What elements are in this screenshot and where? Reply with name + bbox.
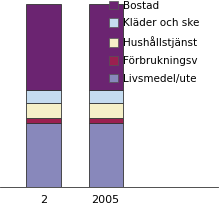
Bar (89, 90, 123, 103)
Legend: Bostad, Kläder och ske, Hushållstjänst, Förbrukningsv, Livsmedel/ute: Bostad, Kläder och ske, Hushållstjänst, … (109, 1, 200, 84)
Bar (26, 123, 61, 187)
Bar (26, 103, 61, 118)
Bar (26, 4, 61, 90)
Bar (89, 103, 123, 118)
Bar (89, 118, 123, 123)
Bar (89, 4, 123, 90)
Bar (26, 90, 61, 103)
Bar (89, 123, 123, 187)
Bar (26, 118, 61, 123)
